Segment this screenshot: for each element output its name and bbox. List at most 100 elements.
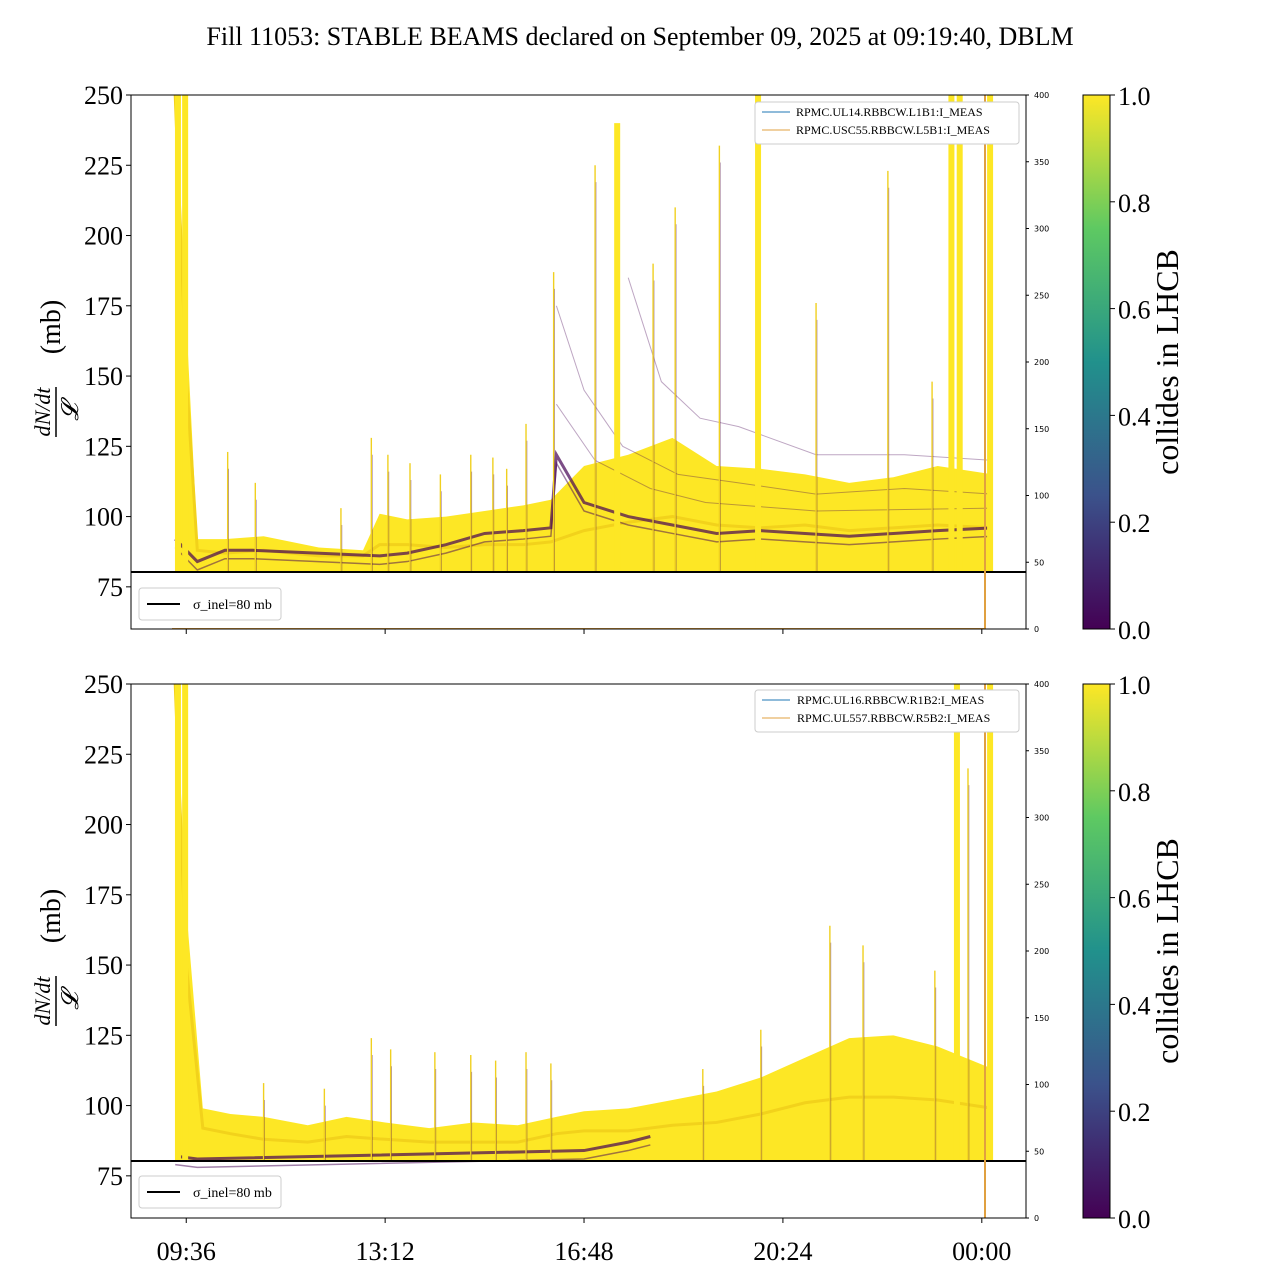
top-ytick-label-7: 250 [84,81,123,110]
bot-ytick-label-4: 175 [84,881,123,910]
top-plot-area [131,95,1026,629]
top-legend-series: RPMC.UL14.RBBCW.L1B1:I_MEAS RPMC.USC55.R… [754,101,1020,145]
svg-text:(mb): (mb) [36,889,67,943]
svg-text:(mb): (mb) [36,300,67,354]
bot-cbtick-label-3: 0.6 [1118,885,1151,914]
bottom-y-axis: 75 100 125 150 175 200 225 250 [84,670,131,1191]
svg-text:dN/dt: dN/dt [30,976,55,1026]
svg-text:𝓛: 𝓛 [58,397,84,421]
top-purple-trails [555,277,993,512]
top-y2tick-label-2: 100 [1034,492,1049,501]
top-colorbar: 0.0 0.2 0.4 0.6 0.8 1.0 collides in LHCB [1082,82,1185,645]
bottom-colorbar-label: collides in LHCB [1149,838,1185,1064]
bot-xtick-label-3: 20:24 [753,1237,812,1266]
top-cbtick-label-0: 0.0 [1118,616,1151,645]
bottom-spikes [174,684,994,1162]
top-legend-sigma-text: σ_inel=80 mb [193,598,272,613]
bot-ytick-label-5: 200 [84,811,123,840]
top-ytick-label-6: 225 [84,151,123,180]
bot-y2tick-label-8: 400 [1034,680,1049,689]
bottom-panel: 75 100 125 150 175 200 225 250 0 50 100 150 200 250 3… [30,670,1185,1266]
bot-purple-band [175,1135,651,1161]
top-y2tick-label-7: 350 [1034,158,1049,167]
top-y2tick-label-8: 400 [1034,91,1049,100]
bot-yellow-mid [173,684,994,1144]
top-cbtick-label-4: 0.8 [1118,189,1151,218]
bot-ytick-label-0: 75 [97,1162,123,1191]
top-legend-sigma: σ_inel=80 mb [138,587,282,621]
top-y2tick-label-1: 50 [1034,558,1044,567]
top-panel: 75 100 125 150 175 200 225 250 0 50 100 150 200 250 3… [30,81,1185,645]
top-purple-band [174,449,993,564]
top-purple-band-lower [174,460,993,571]
top-purple-trail-2 [555,403,993,512]
top-cbtick-label-5: 1.0 [1118,82,1151,111]
top-legend-entry-2: RPMC.USC55.RBBCW.L5B1:I_MEAS [796,123,990,137]
bot-ytick-label-7: 250 [84,670,123,699]
top-x-ticks [185,629,983,634]
bottom-legend-entry-2: RPMC.UL557.RBBCW.R5B2:I_MEAS [797,711,990,725]
bot-cbtick-label-1: 0.2 [1118,1098,1151,1127]
bot-ytick-label-3: 150 [84,951,123,980]
bot-cbtick-label-0: 0.0 [1118,1205,1151,1234]
bot-ytick-label-6: 225 [84,740,123,769]
bottom-legend-series: RPMC.UL16.RBBCW.R1B2:I_MEAS RPMC.UL557.R… [754,689,1020,733]
bot-xtick-label-4: 00:00 [952,1237,1011,1266]
top-cbtick-label-2: 0.4 [1118,402,1151,431]
top-purple-trail-0 [555,305,993,495]
bottom-plot-area [131,684,1026,1218]
bottom-colorbar-ticks: 0.0 0.2 0.4 0.6 0.8 1.0 [1110,671,1151,1234]
top-purple-trail-1 [627,277,993,461]
bot-xtick-label-0: 09:36 [157,1237,216,1266]
bottom-legend-sigma-text: σ_inel=80 mb [193,1186,272,1201]
bot-y2tick-label-2: 100 [1034,1081,1049,1090]
top-y2tick-label-4: 200 [1034,358,1049,367]
bot-yellow-band [175,684,993,1162]
bot-y2tick-label-4: 200 [1034,947,1049,956]
top-y2tick-label-0: 0 [1034,625,1039,634]
top-y-label: dN/dt 𝓛 (mb) [30,300,84,437]
top-right-axis: 0 50 100 150 200 250 300 350 400 [1026,91,1049,634]
bot-cbtick-label-4: 0.8 [1118,778,1151,807]
top-cbtick-label-3: 0.6 [1118,296,1151,325]
bot-ytick-label-1: 100 [84,1092,123,1121]
top-cbtick-label-1: 0.2 [1118,509,1151,538]
svg-text:dN/dt: dN/dt [30,387,55,437]
top-yellow-band [175,95,993,573]
bot-y2tick-label-3: 150 [1034,1014,1049,1023]
top-ytick-label-5: 200 [84,222,123,251]
top-ytick-label-3: 150 [84,362,123,391]
bot-cbtick-label-2: 0.4 [1118,991,1151,1020]
top-ytick-label-2: 125 [84,432,123,461]
top-legend-entry-1: RPMC.UL14.RBBCW.L1B1:I_MEAS [796,105,983,119]
bot-y2tick-label-7: 350 [1034,747,1049,756]
bot-ytick-label-2: 125 [84,1021,123,1050]
bot-xtick-label-2: 16:48 [554,1237,613,1266]
top-y-axis: 75 100 125 150 175 200 225 250 [84,81,131,602]
bot-cbtick-label-5: 1.0 [1118,671,1151,700]
bottom-x-axis: 09:36 13:12 16:48 20:24 00:00 [157,1218,1011,1266]
top-y2tick-label-5: 250 [1034,291,1049,300]
top-colorbar-label: collides in LHCB [1149,249,1185,475]
top-colorbar-ticks: 0.0 0.2 0.4 0.6 0.8 1.0 [1110,82,1151,645]
bottom-right-axis: 0 50 100 150 200 250 300 350 400 [1026,680,1049,1223]
top-y2tick-label-3: 150 [1034,425,1049,434]
top-ytick-label-0: 75 [97,573,123,602]
bottom-legend-sigma: σ_inel=80 mb [138,1175,282,1209]
svg-text:𝓛: 𝓛 [58,986,84,1010]
bottom-data-bands [173,684,994,1169]
bot-purple-band-lower [175,1144,651,1169]
bot-y2tick-label-5: 250 [1034,880,1049,889]
bottom-colorbar: 0.0 0.2 0.4 0.6 0.8 1.0 collides in LHCB [1082,671,1185,1234]
top-y2tick-label-6: 300 [1034,225,1049,234]
bottom-y-label: dN/dt 𝓛 (mb) [30,889,84,1026]
bot-y2tick-label-6: 300 [1034,814,1049,823]
top-ytick-label-1: 100 [84,503,123,532]
bot-y2tick-label-0: 0 [1034,1214,1039,1223]
figure-title: Fill 11053: STABLE BEAMS declared on Sep… [206,22,1073,51]
top-ytick-label-4: 175 [84,292,123,321]
bot-y2tick-label-1: 50 [1034,1147,1044,1156]
bot-xtick-label-1: 13:12 [356,1237,415,1266]
top-spikes [174,95,994,573]
